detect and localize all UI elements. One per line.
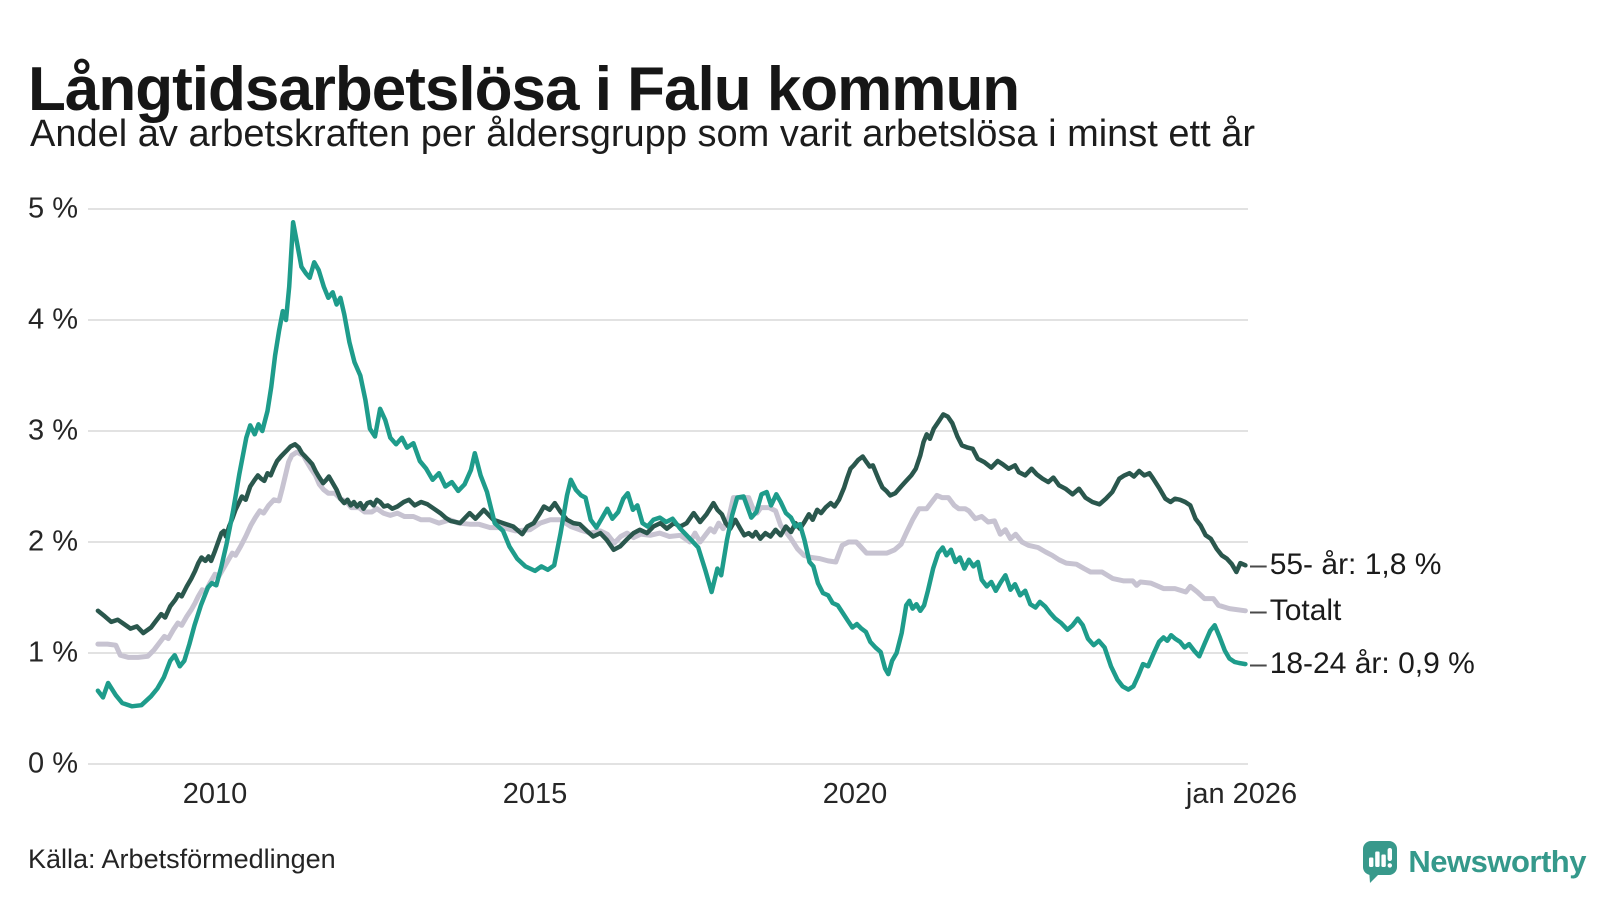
series-label-totalt: – Totalt xyxy=(1250,592,1341,630)
y-axis-tick-label: 1 % xyxy=(28,636,78,669)
y-axis-tick-label: 2 % xyxy=(28,525,78,558)
line-chart-canvas xyxy=(88,208,1248,765)
newsworthy-logo: Newsworthy xyxy=(1363,840,1586,884)
y-axis-tick-label: 4 % xyxy=(28,303,78,336)
source-note: Källa: Arbetsförmedlingen xyxy=(28,844,336,874)
label-connector-dash: – xyxy=(1250,647,1267,681)
series-line-18-24-ar xyxy=(95,220,1248,709)
x-axis-tick-label: 2015 xyxy=(502,778,568,810)
page-title: Långtidsarbetslösa i Falu kommun xyxy=(28,54,1020,124)
series-label-18-24-ar: –18-24 år: 0,9 % xyxy=(1250,645,1475,683)
chart-subtitle: Andel av arbetskraften per åldersgrupp s… xyxy=(30,113,1256,155)
series-label-text: Totalt xyxy=(1269,593,1342,627)
x-axis-tick-label: 2010 xyxy=(182,778,248,810)
newsworthy-wordmark: Newsworthy xyxy=(1408,844,1586,879)
label-connector-dash: – xyxy=(1250,593,1267,627)
x-axis-tick-label: jan 2026 xyxy=(1185,778,1298,810)
y-axis-tick-label: 5 % xyxy=(28,192,78,225)
series-label-text: 55- år: 1,8 % xyxy=(1269,548,1442,582)
x-axis-tick-label: 2020 xyxy=(822,778,888,810)
y-axis-tick-label: 0 % xyxy=(28,747,78,780)
series-label-55-ar: –55- år: 1,8 % xyxy=(1250,546,1441,584)
newsworthy-speech-bubble-chart-icon xyxy=(1363,841,1398,883)
series-label-text: 18-24 år: 0,9 % xyxy=(1269,647,1475,681)
series-line-55-ar xyxy=(95,412,1248,636)
y-axis-tick-label: 3 % xyxy=(28,414,78,447)
label-connector-dash: – xyxy=(1250,548,1267,582)
